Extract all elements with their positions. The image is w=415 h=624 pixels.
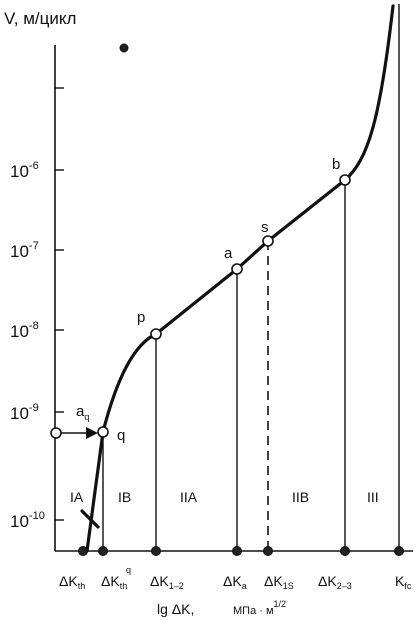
x-tick-label-dka: ΔKa (223, 573, 247, 591)
y-tick-label: 10-10 (10, 510, 45, 531)
point-a (231, 263, 243, 275)
axis-point-dkthq (98, 546, 108, 556)
x-tick-label-dk12: ΔK1–2 (150, 573, 184, 591)
point-label-s: s (261, 219, 269, 236)
x-tick-label-dk23: ΔK2–3 (318, 573, 352, 591)
point-label-a: a (224, 245, 233, 262)
point-s (262, 235, 274, 247)
axis-point-dk1s (263, 546, 273, 556)
threshold-stroke (80, 509, 100, 529)
y-tick-label: 10-7 (10, 240, 39, 261)
axis-point-kfc (394, 546, 404, 556)
point-label-q: q (117, 427, 125, 444)
point-label-b: b (332, 156, 340, 173)
stray-dot (119, 43, 129, 53)
crack-growth-curve (85, 4, 395, 553)
y-tick-label: 10-9 (10, 402, 39, 423)
x-tick-label-dkthq-sup: q (126, 565, 131, 575)
axis-point-dkth (78, 546, 88, 556)
point-q (97, 426, 109, 438)
region-label: IA (70, 489, 84, 505)
region-label: IB (118, 489, 131, 505)
axis-point-dka (232, 546, 242, 556)
region-label: IIB (292, 489, 309, 505)
y-tick-label: 10-6 (10, 160, 39, 181)
point-p (150, 328, 162, 340)
aq-arrowhead (86, 427, 98, 439)
region-label: III (367, 489, 379, 505)
point-label-p: p (137, 309, 145, 326)
x-axis-unit: МПа · м1/2 (233, 599, 286, 617)
y-axis-label: V, м/цикл (4, 9, 76, 28)
x-tick-label-dkth: ΔKth (59, 573, 85, 591)
point-label-aq: aq (76, 403, 89, 422)
region-label: IIA (180, 489, 198, 505)
point-aq (50, 427, 62, 439)
x-tick-label-kfc: Kfc (395, 573, 412, 591)
axis-point-dk23 (340, 546, 350, 556)
axis-point-dk12 (151, 546, 161, 556)
x-tick-label-dk1s: ΔK1S (264, 573, 294, 591)
y-tick-label: 10-8 (10, 320, 39, 341)
x-axis-label: lg ΔK, (157, 601, 194, 617)
x-tick-label-dkthq: ΔKth (101, 573, 127, 591)
point-b (339, 174, 351, 186)
